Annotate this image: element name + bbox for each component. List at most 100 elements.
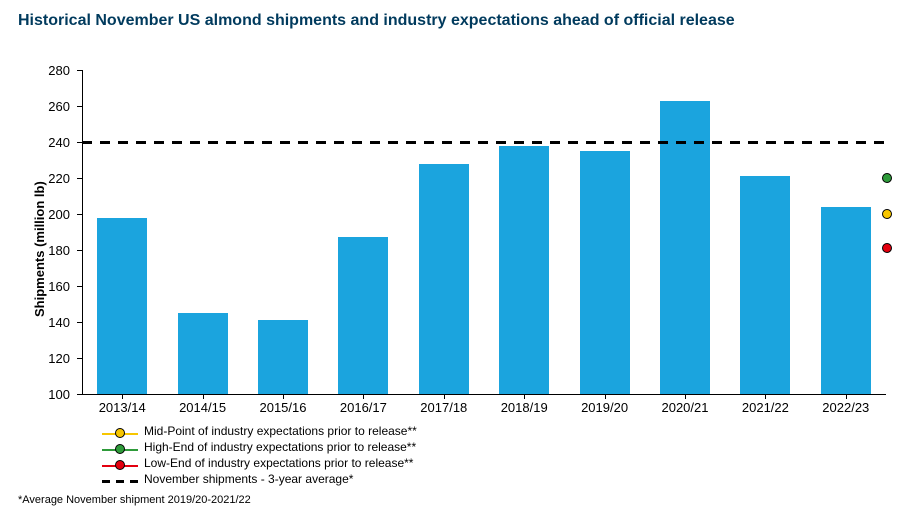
reference-line-dash	[676, 141, 686, 144]
reference-line-dash	[640, 141, 650, 144]
reference-line-dash	[208, 141, 218, 144]
legend-label: Mid-Point of industry expectations prior…	[144, 424, 417, 438]
reference-line-dash	[424, 141, 434, 144]
reference-line-dash	[280, 141, 290, 144]
x-tick-label: 2015/16	[243, 400, 323, 415]
expectation-marker-mid	[882, 209, 892, 219]
bar	[178, 313, 228, 394]
reference-line-dash	[694, 141, 704, 144]
reference-line-dash	[370, 141, 380, 144]
bar	[258, 320, 308, 394]
x-tick	[846, 394, 847, 399]
x-tick-label: 2017/18	[404, 400, 484, 415]
y-tick-label: 260	[18, 99, 70, 114]
x-tick	[203, 394, 204, 399]
reference-line-dash	[730, 141, 740, 144]
y-tick-label: 180	[18, 243, 70, 258]
legend-swatch	[102, 456, 138, 470]
reference-line-dash	[856, 141, 866, 144]
reference-line-dash	[460, 141, 470, 144]
x-tick	[122, 394, 123, 399]
bar	[419, 164, 469, 394]
y-tick-label: 140	[18, 315, 70, 330]
reference-line-dash	[298, 141, 308, 144]
reference-line-dash	[154, 141, 164, 144]
legend-row: Mid-Point of industry expectations prior…	[102, 424, 893, 456]
reference-line-dash	[874, 141, 884, 144]
bar	[740, 176, 790, 394]
reference-line-dash	[712, 141, 722, 144]
bar	[580, 151, 630, 394]
reference-line-dash	[316, 141, 326, 144]
y-tick-label: 220	[18, 171, 70, 186]
reference-line-dash	[820, 141, 830, 144]
reference-line-dash	[226, 141, 236, 144]
reference-line-dash	[838, 141, 848, 144]
expectation-marker-low	[882, 243, 892, 253]
x-tick	[605, 394, 606, 399]
reference-line-dash	[784, 141, 794, 144]
reference-line-dash	[406, 141, 416, 144]
y-tick-label: 160	[18, 279, 70, 294]
reference-line-dash	[496, 141, 506, 144]
reference-line-dash	[748, 141, 758, 144]
x-tick-label: 2018/19	[484, 400, 564, 415]
chart-container: Historical November US almond shipments …	[0, 0, 911, 509]
reference-line-dash	[190, 141, 200, 144]
reference-line-dash	[172, 141, 182, 144]
chart-title: Historical November US almond shipments …	[18, 12, 893, 30]
reference-line-dash	[604, 141, 614, 144]
y-tick-label: 280	[18, 63, 70, 78]
bar	[338, 237, 388, 394]
reference-line-dash	[388, 141, 398, 144]
y-tick-label: 200	[18, 207, 70, 222]
reference-line-dash	[568, 141, 578, 144]
x-tick-label: 2022/23	[806, 400, 886, 415]
legend-item: November shipments - 3-year average*	[102, 472, 512, 486]
x-tick	[363, 394, 364, 399]
reference-line-dash	[262, 141, 272, 144]
legend-item: Low-End of industry expectations prior t…	[102, 456, 512, 470]
reference-line-dash	[334, 141, 344, 144]
reference-line-dash	[766, 141, 776, 144]
reference-line-dash	[532, 141, 542, 144]
reference-line-dash	[478, 141, 488, 144]
reference-line-dash	[658, 141, 668, 144]
x-tick	[444, 394, 445, 399]
legend-label: November shipments - 3-year average*	[144, 472, 353, 486]
footnotes: *Average November shipment 2019/20-2021/…	[18, 494, 893, 509]
reference-line-dash	[622, 141, 632, 144]
x-tick-label: 2021/22	[725, 400, 805, 415]
legend-label: High-End of industry expectations prior …	[144, 440, 416, 454]
reference-line-dash	[100, 141, 110, 144]
reference-line-dash	[82, 141, 92, 144]
bar	[499, 146, 549, 394]
chart-area: Shipments (million lb) 10012014016018020…	[18, 36, 906, 422]
x-tick-label: 2013/14	[82, 400, 162, 415]
reference-line-dash	[514, 141, 524, 144]
bar	[97, 218, 147, 394]
reference-line-dash	[118, 141, 128, 144]
reference-line-dash	[586, 141, 596, 144]
y-axis	[82, 70, 83, 394]
legend-swatch	[102, 472, 138, 486]
expectation-marker-high	[882, 173, 892, 183]
x-tick	[685, 394, 686, 399]
x-tick	[524, 394, 525, 399]
legend-label: Low-End of industry expectations prior t…	[144, 456, 413, 470]
bar	[660, 101, 710, 394]
y-tick-label: 120	[18, 351, 70, 366]
legend-swatch	[102, 424, 138, 438]
x-tick-label: 2014/15	[162, 400, 242, 415]
x-tick	[765, 394, 766, 399]
reference-line-dash	[136, 141, 146, 144]
legend: Mid-Point of industry expectations prior…	[102, 424, 893, 488]
reference-line-dash	[550, 141, 560, 144]
reference-line-dash	[352, 141, 362, 144]
legend-item: High-End of industry expectations prior …	[102, 440, 512, 454]
x-tick-label: 2019/20	[564, 400, 644, 415]
legend-swatch	[102, 440, 138, 454]
reference-line-dash	[244, 141, 254, 144]
legend-row: Low-End of industry expectations prior t…	[102, 456, 893, 488]
x-tick	[283, 394, 284, 399]
